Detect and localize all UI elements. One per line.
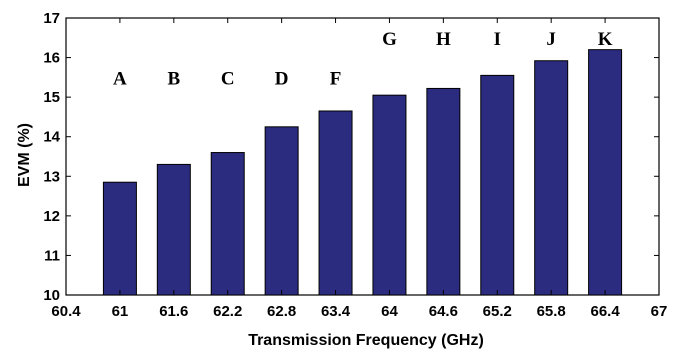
x-tick-label: 61.6 [159,303,188,320]
x-tick-label: 65.2 [483,303,512,320]
bar-i [480,74,515,296]
x-tick-label: 62.2 [213,303,242,320]
bar-label-a: A [113,68,127,89]
x-tick-label: 66.4 [590,303,620,320]
x-tick-label: 62.8 [267,303,296,320]
y-tick-label: 13 [43,168,60,185]
y-tick-label: 12 [43,208,60,225]
x-tick-labels: 60.4 61 61.6 62.2 62.8 63.4 64 64.6 65.2 65.8 66.4… [51,18,667,320]
bar-label-b: B [167,68,180,89]
bar-d [264,126,299,296]
bar-h [426,87,461,296]
y-tick-labels: 10 11 12 13 14 15 16 17 [43,10,659,304]
y-tick-label: 11 [44,247,60,264]
x-tick-label: 64 [381,303,398,320]
y-tick-label: 10 [43,287,60,304]
y-tick-label: 17 [43,10,60,27]
bar-label-g: G [382,29,397,50]
bar-b [156,163,191,296]
bar-f [318,110,353,296]
x-axis-label: Transmission Frequency (GHz) [248,332,484,349]
bar-a [102,181,137,296]
bar-j [534,60,569,296]
bar-label-i: I [494,29,501,50]
x-tick-label: 64.6 [429,303,458,320]
bar-label-d: D [275,68,289,89]
bar-g [372,94,407,296]
bar-labels-group: A B C D F G H I J K [113,29,613,90]
y-tick-label: 14 [43,129,60,146]
x-tick-label: 60.4 [51,303,81,320]
x-tick-label: 67 [651,303,668,320]
bar-label-k: K [598,29,613,50]
bar-label-f: F [330,68,342,89]
bar-label-c: C [221,68,235,89]
bars-group [102,49,623,296]
x-tick-label: 61 [112,303,129,320]
bar-c [210,152,245,296]
plot-frame [65,17,660,296]
bar-k [588,49,623,296]
y-tick-label: 16 [43,50,60,67]
y-axis-label: EVM (%) [16,123,33,187]
y-tick-label: 15 [43,89,60,106]
bar-label-j: J [546,29,556,50]
x-tick-label: 65.8 [537,303,566,320]
axes-frame [65,17,660,296]
x-tick-label: 63.4 [321,303,351,320]
bar-label-h: H [436,29,451,50]
